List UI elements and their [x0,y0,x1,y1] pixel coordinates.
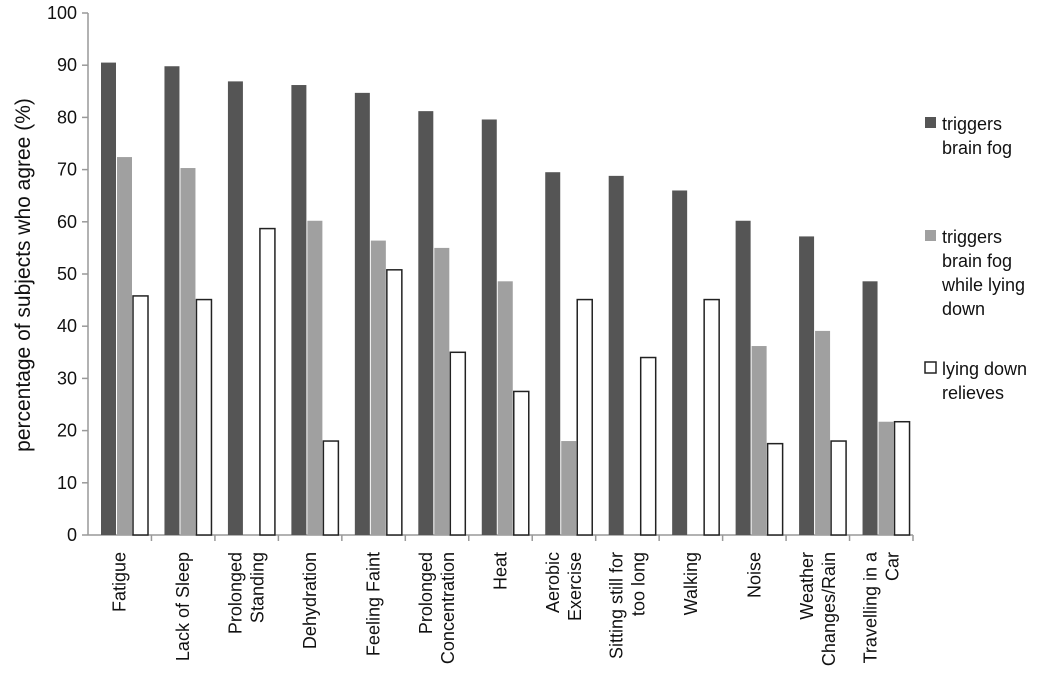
bar [101,62,116,536]
bar [259,227,276,536]
bar [227,81,243,536]
x-tick-label: Dehydration [300,552,320,649]
bar [354,92,370,535]
x-tick-label: Exercise [565,552,585,621]
bar [561,441,577,535]
bar [766,442,784,536]
y-tick-label: 10 [57,473,77,493]
y-axis-label: percentage of subjects who agree (%) [12,98,35,452]
y-tick-label: 0 [67,525,77,545]
bar [449,351,467,536]
legend-label: relieves [942,383,1004,403]
legend-label: brain fog [942,138,1012,158]
bar [132,295,149,536]
legend-label: while lying [941,275,1025,295]
y-tick-label: 20 [57,421,77,441]
bar [370,240,386,536]
legend-label: lying down [942,359,1027,379]
bar [815,330,831,535]
bar [434,247,450,535]
x-tick-label: Standing [248,552,268,623]
x-tick-label: Prolonged [416,552,436,634]
x-tick-labels: Fatigue Lack of Sleep Prolonged Standing Deh… [110,551,903,666]
y-tick-label: 30 [57,368,77,388]
x-tick-label: Heat [491,552,511,590]
legend-label: brain fog [942,251,1012,271]
legend-label: triggers [942,114,1002,134]
bar [386,269,403,536]
y-tick-label: 50 [57,264,77,284]
bar [117,157,132,535]
axes: 0 10 20 30 40 50 60 70 80 90 100 [47,3,914,545]
y-tick-label: 90 [57,55,77,75]
legend-label: down [942,299,985,319]
bar [862,281,878,535]
x-tick-label: Car [882,552,902,581]
y-tick-label: 100 [47,3,77,23]
x-tick-label: Concentration [438,552,458,664]
y-tick-label: 60 [57,212,77,232]
bar [703,298,720,536]
x-tick-label: Travelling in a [860,551,880,663]
legend: triggers brain fog triggers brain fog while … [924,114,1027,403]
x-tick-label: Changes/Rain [819,552,839,666]
bar [576,298,593,536]
x-tick-label: Weather [797,552,817,620]
bar [180,168,196,535]
x-tick-label: Noise [744,552,764,598]
y-tick-label: 80 [57,107,77,127]
legend-swatch [924,361,937,374]
x-tick-label: Feeling Faint [364,552,384,656]
bar [307,220,323,536]
x-tick-label: Fatigue [110,552,130,612]
x-tick-label: Prolonged [226,552,246,634]
bar [418,111,434,536]
bar [322,440,340,536]
legend-label: triggers [942,227,1002,247]
bar [735,220,751,536]
bar [481,119,497,535]
bar [608,175,624,535]
bar [830,440,847,536]
bar [545,172,561,535]
bar [164,66,180,535]
x-tick-label: too long [628,552,648,616]
x-tick-label: Sitting still for [606,552,626,659]
bar [639,356,657,536]
x-tick-label: Lack of Sleep [173,552,193,661]
bar [497,281,513,535]
y-tick-label: 40 [57,316,77,336]
bar [751,346,767,535]
bars [101,62,911,536]
bar [878,421,894,535]
x-tick-label: Aerobic [543,552,563,613]
bar [195,298,213,536]
bar [291,85,307,535]
bar [672,190,688,536]
bar [893,420,911,536]
x-tick-label: Walking [681,552,701,615]
y-tick-label: 70 [57,160,77,180]
legend-swatch [925,117,936,128]
bar [799,236,815,535]
legend-swatch [925,230,936,241]
bar [513,390,530,536]
